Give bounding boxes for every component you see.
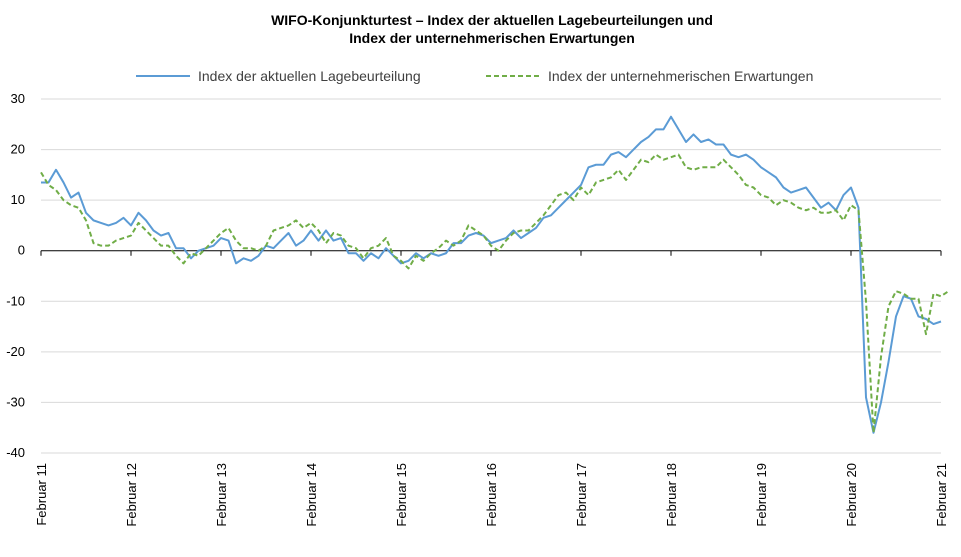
y-tick-label: 0 bbox=[18, 243, 25, 258]
x-tick-label: Februar 17 bbox=[574, 463, 589, 527]
x-tick-label: Februar 21 bbox=[934, 463, 949, 527]
y-tick-label: 30 bbox=[11, 91, 25, 106]
legend: Index der aktuellen Lagebeurteilung Inde… bbox=[0, 68, 961, 92]
legend-item-lagebeurteilung: Index der aktuellen Lagebeurteilung bbox=[136, 68, 421, 84]
series-line-erwartungen bbox=[40, 153, 950, 434]
chart-title-line-1: WIFO-Konjunkturtest – Index der aktuelle… bbox=[271, 12, 713, 28]
legend-label-lagebeurteilung: Index der aktuellen Lagebeurteilung bbox=[198, 68, 421, 84]
x-tick-label: Februar 18 bbox=[664, 463, 679, 527]
y-tick-label: -40 bbox=[6, 445, 25, 460]
y-tick-label: -30 bbox=[6, 394, 25, 409]
legend-swatch-solid-line bbox=[136, 75, 190, 77]
chart-title-line-2: Index der unternehmerischen Erwartungen bbox=[349, 30, 635, 46]
x-tick-label: Februar 14 bbox=[304, 463, 319, 527]
legend-label-erwartungen: Index der unternehmerischen Erwartungen bbox=[548, 68, 814, 84]
y-tick-label: -20 bbox=[6, 344, 25, 359]
chart-title: WIFO-Konjunkturtest – Index der aktuelle… bbox=[0, 11, 961, 47]
x-tick-label: Februar 20 bbox=[844, 463, 859, 527]
y-tick-label: -10 bbox=[6, 293, 25, 308]
x-tick-label: Februar 13 bbox=[214, 463, 229, 527]
legend-swatch-dashed-line bbox=[486, 75, 540, 77]
legend-item-erwartungen: Index der unternehmerischen Erwartungen bbox=[486, 68, 813, 84]
y-tick-label: 10 bbox=[11, 192, 25, 207]
y-tick-label: 20 bbox=[11, 142, 25, 157]
x-tick-label: Februar 11 bbox=[34, 463, 49, 526]
x-tick-label: Februar 19 bbox=[754, 463, 769, 527]
x-tick-label: Februar 15 bbox=[394, 463, 409, 527]
x-tick-label: Februar 16 bbox=[484, 463, 499, 527]
x-tick-label: Februar 12 bbox=[124, 463, 139, 527]
series-line-lagebeurteilung bbox=[41, 115, 942, 434]
